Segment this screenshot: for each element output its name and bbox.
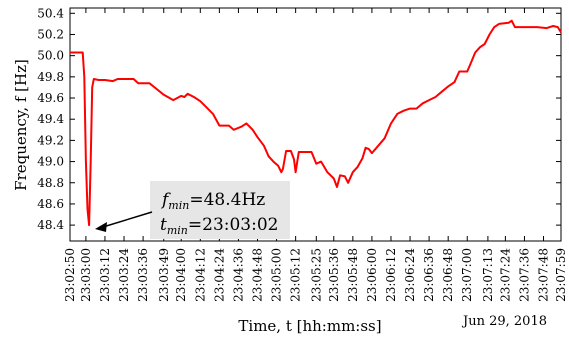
x-tick-label: 23:05:00 — [270, 248, 284, 302]
plot-frame — [69, 7, 562, 242]
x-tick-label: 23:07:59 — [554, 248, 568, 302]
x-tick-label: 23:04:24 — [212, 248, 226, 302]
x-tick-label: 23:05:36 — [327, 248, 341, 302]
y-tick-label: 48.6 — [37, 197, 64, 211]
x-tick-label: 23:06:12 — [384, 248, 398, 302]
y-tick-label: 50.0 — [37, 49, 64, 63]
y-tick-label: 49.0 — [37, 155, 64, 169]
annotation-tmin-sub: min — [167, 224, 188, 237]
x-tick-label: 23:05:48 — [346, 248, 360, 302]
annotation-box — [150, 181, 290, 239]
x-tick-label: 23:06:36 — [422, 248, 436, 302]
x-tick-label: 23:06:00 — [365, 248, 379, 302]
x-tick-label: 23:03:00 — [79, 248, 93, 302]
y-tick-label: 49.8 — [37, 70, 64, 84]
x-tick-label: 23:03:12 — [98, 248, 112, 302]
x-tick-label: 23:04:48 — [251, 248, 265, 302]
x-tick-label: 23:05:12 — [289, 248, 303, 302]
x-axis-title: Time, t [hh:mm:ss] — [238, 317, 381, 335]
y-tick-label: 48.4 — [37, 218, 64, 232]
y-tick-label: 50.2 — [37, 27, 64, 41]
y-tick-label: 49.6 — [37, 91, 64, 105]
annotation-tmin: tmin=23:03:02 — [160, 215, 279, 237]
x-tick-label: 23:04:12 — [193, 248, 207, 302]
annotation-tmin-value: =23:03:02 — [188, 215, 279, 235]
x-tick-label: 23:03:24 — [117, 248, 131, 302]
x-tick-label: 23:07:00 — [460, 248, 474, 302]
date-note: Jun 29, 2018 — [461, 314, 547, 329]
x-tick-label: 23:07:48 — [537, 248, 551, 302]
x-tick-label: 23:06:48 — [441, 248, 455, 302]
y-tick-label: 49.4 — [37, 112, 64, 126]
x-tick-label: 23:07:36 — [517, 248, 531, 302]
x-tick-label: 23:06:24 — [403, 248, 417, 302]
x-tick-label: 23:04:00 — [174, 248, 188, 302]
annotation-fmin-value: =48.4Hz — [189, 190, 265, 210]
y-tick-label: 48.8 — [37, 176, 64, 190]
x-tick-label: 23:05:25 — [309, 248, 323, 302]
annotation-arrow-line — [102, 211, 153, 228]
x-tick-label: 23:03:49 — [157, 248, 171, 302]
frequency-series-line — [70, 19, 562, 227]
x-axis: 23:02:50 23:03:00 23:03:12 23:03:24 23:03:36… — [63, 8, 568, 302]
y-axis: 48.4 48.6 48.8 49.0 49.2 49.4 49.6 49.8 50.0 50.2… — [37, 6, 561, 232]
x-tick-label: 23:03:36 — [136, 248, 150, 302]
x-tick-label: 23:04:36 — [231, 248, 245, 302]
annotation-fmin-var: f — [160, 190, 171, 210]
x-tick-label: 23:02:50 — [63, 248, 77, 302]
annotation-tmin-var: t — [160, 215, 167, 235]
x-tick-label: 23:07:24 — [498, 248, 512, 302]
y-axis-title: Frequency, f [Hz] — [12, 59, 30, 191]
annotation: fmin=48.4Hz tmin=23:03:02 — [95, 181, 290, 239]
annotation-arrow-head — [95, 222, 107, 232]
y-tick-label: 49.2 — [37, 133, 64, 147]
x-tick-label: 23:07:13 — [481, 248, 495, 302]
annotation-fmin: fmin=48.4Hz — [160, 190, 265, 212]
annotation-fmin-sub: min — [168, 199, 189, 212]
y-tick-label: 50.4 — [37, 6, 64, 20]
